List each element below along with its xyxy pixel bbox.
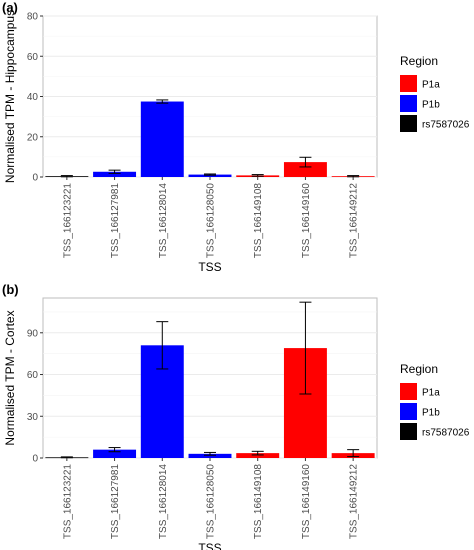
legend-swatch-P1a	[400, 75, 417, 92]
x-tick-label: TSS_166123221	[62, 464, 73, 540]
bar-TSS_166149108	[236, 453, 280, 458]
x-tick-label: TSS_166128050	[206, 464, 217, 540]
bar-TSS_166128014	[140, 101, 184, 177]
x-axis-title: TSS	[198, 541, 221, 550]
x-axis-title: TSS	[198, 260, 221, 274]
legend-swatch-P1b	[400, 95, 417, 112]
panel-label: (a)	[2, 0, 18, 15]
y-axis-title: Normalised TPM - Hippocampus	[3, 10, 17, 183]
x-tick-label: TSS_166149108	[253, 464, 264, 540]
y-tick-label: 30	[27, 412, 39, 423]
y-tick-label: 90	[27, 328, 39, 339]
legend: Region P1a P1b rs7587026	[400, 362, 470, 440]
y-tick-label: 60	[27, 370, 39, 381]
bar-TSS_166128050	[188, 453, 232, 458]
legend-swatch-P1b	[400, 403, 417, 420]
chart-panel-b: (b) 0 30 60 90 TSS_166123221 TSS_166127981 TSS_…	[2, 282, 470, 550]
y-tick-label: 0	[32, 173, 38, 184]
legend-label: P1b	[422, 100, 440, 111]
legend-label: P1b	[422, 408, 440, 419]
bar-TSS_166127981	[93, 171, 137, 177]
x-tick-label: TSS_166127981	[110, 183, 121, 259]
legend-title: Region	[400, 362, 438, 376]
y-tick-label: 80	[27, 12, 39, 23]
x-tick-label: TSS_166128014	[158, 183, 169, 259]
bar-TSS_166127981	[93, 449, 137, 458]
legend-swatch-P1a	[400, 383, 417, 400]
legend-label: rs7587026	[422, 428, 470, 439]
legend-label: P1a	[422, 80, 440, 91]
x-tick-label: TSS_166149212	[349, 464, 360, 540]
x-tick-label: TSS_166149212	[349, 183, 360, 259]
x-tick-label: TSS_166123221	[62, 183, 73, 259]
x-tick-label: TSS_166127981	[110, 464, 121, 540]
bar-TSS_166149160	[283, 162, 327, 177]
panel-label: (b)	[2, 282, 19, 297]
y-tick-label: 20	[27, 132, 39, 143]
legend-title: Region	[400, 54, 438, 68]
legend: Region P1a P1b rs7587026	[400, 54, 470, 132]
y-tick-label: 0	[32, 454, 38, 465]
x-tick-label: TSS_166128050	[206, 183, 217, 259]
x-tick-label: TSS_166149160	[301, 464, 312, 540]
y-tick-label: 40	[27, 92, 39, 103]
x-tick-label: TSS_166128014	[158, 464, 169, 540]
bar-TSS_166128050	[188, 174, 232, 177]
x-tick-label: TSS_166149160	[301, 183, 312, 259]
legend-label: P1a	[422, 388, 440, 399]
chart-panel-a: (a) 0 20 40 60 80 TSS_166123221 TSS_166127981 TS…	[2, 0, 470, 274]
legend-label: rs7587026	[422, 120, 470, 131]
legend-swatch-rs7587026	[400, 423, 417, 440]
legend-swatch-rs7587026	[400, 115, 417, 132]
y-axis-title: Normalised TPM - Cortex	[3, 310, 17, 445]
y-tick-label: 60	[27, 52, 39, 63]
x-tick-label: TSS_166149108	[253, 183, 264, 259]
